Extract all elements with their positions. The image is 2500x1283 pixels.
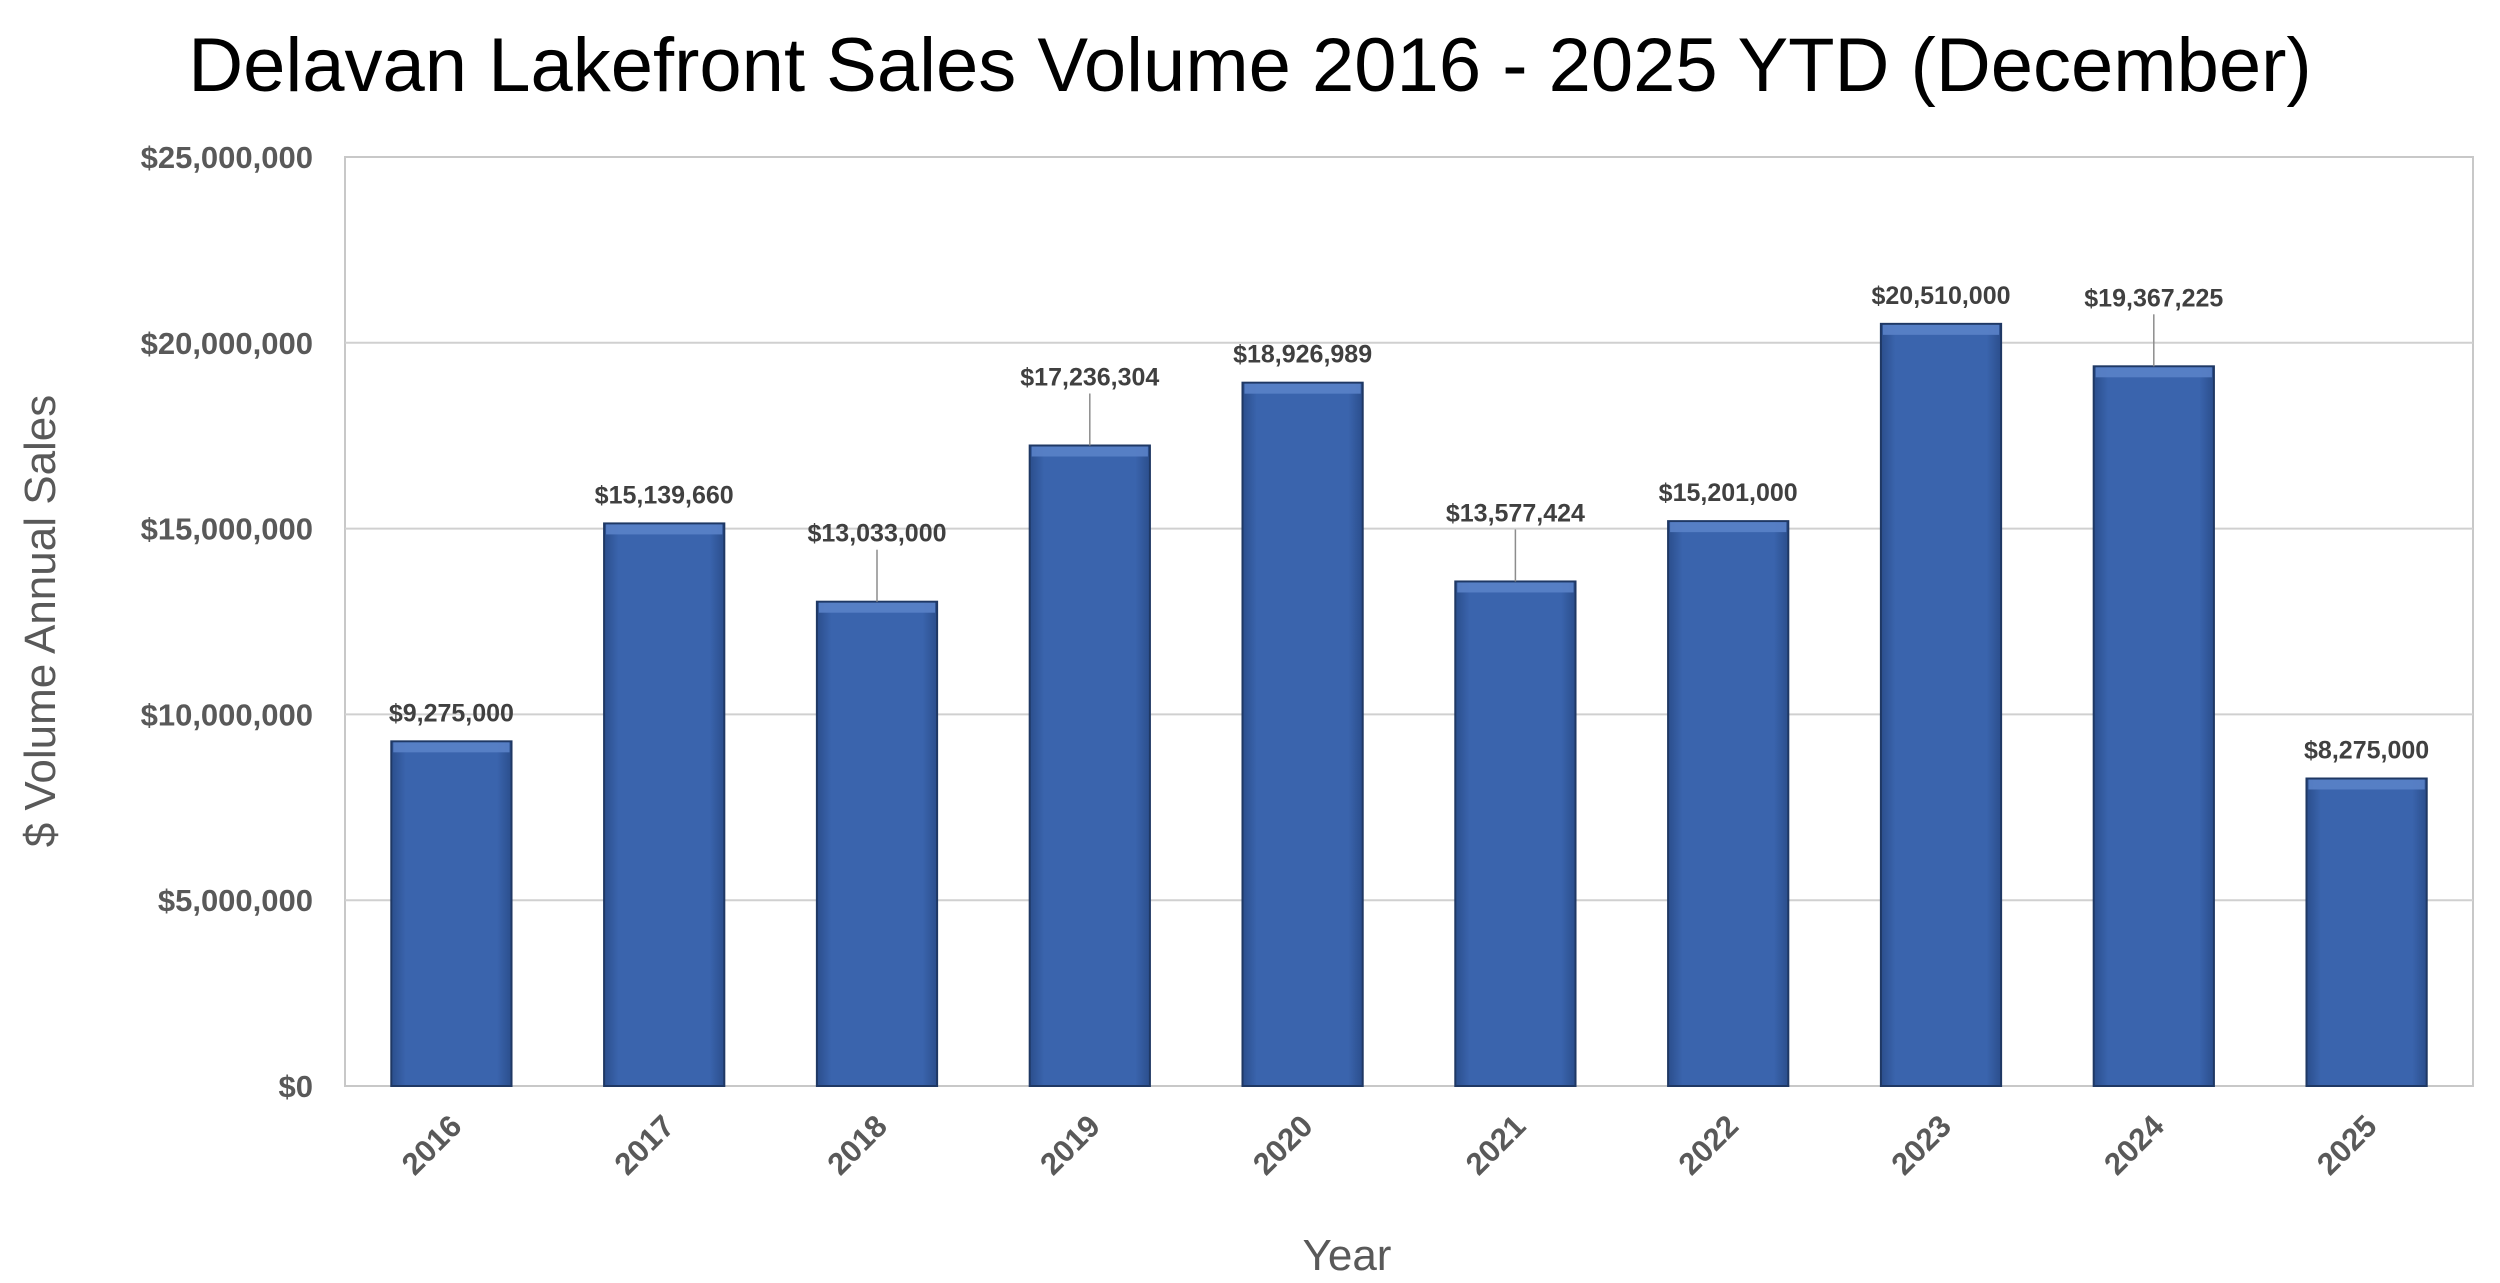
bars: $9,275,000 $15,139,660 $13,033,000 $17,236,… [389, 282, 2429, 1088]
y-axis-title: $ Volume Annual Sales [16, 395, 65, 848]
bar [815, 600, 939, 1087]
data-label: $13,033,000 [807, 520, 946, 548]
bar-highlight [1244, 383, 1361, 394]
chart-title: Delavan Lakefront Sales Volume 2016 - 20… [188, 23, 2312, 108]
x-tick-label: 2019 [1033, 1108, 1107, 1182]
data-label: $13,577,424 [1446, 499, 1585, 527]
data-label: $15,139,660 [595, 481, 734, 509]
bar [1879, 322, 2003, 1087]
bar-highlight [1882, 324, 2000, 335]
bar [1454, 580, 1577, 1088]
y-tick-label: $15,000,000 [141, 512, 313, 547]
x-tick-label: 2020 [1246, 1108, 1320, 1182]
x-tick-label: 2024 [2097, 1108, 2171, 1182]
data-label: $19,367,225 [2084, 284, 2223, 312]
x-axis-title: Year [1303, 1231, 1392, 1280]
bar [1028, 444, 1151, 1087]
x-tick-label: 2023 [1884, 1108, 1958, 1182]
y-tick-label: $0 [279, 1069, 313, 1104]
x-tick-label: 2017 [608, 1108, 682, 1182]
x-tick-label: 2025 [2310, 1108, 2384, 1182]
x-tick-label: 2016 [395, 1108, 469, 1182]
bar-highlight [2095, 367, 2212, 378]
bar [2305, 777, 2428, 1087]
y-tick-label: $20,000,000 [141, 326, 313, 361]
bar [1241, 381, 1364, 1087]
x-tick-label: 2022 [1672, 1108, 1746, 1182]
bar-highlight [1457, 582, 1574, 593]
bar-highlight [393, 742, 510, 753]
bar-highlight [1670, 522, 1787, 533]
y-axis-ticks: $0 $5,000,000 $10,000,000 $15,000,000 $20,00… [141, 140, 313, 1104]
x-tick-label: 2021 [1459, 1108, 1533, 1182]
data-label: $8,275,000 [2304, 737, 2429, 765]
y-tick-label: $10,000,000 [141, 697, 313, 732]
bar-highlight [2308, 779, 2425, 790]
bar [603, 522, 726, 1087]
bar [2092, 365, 2215, 1087]
data-label: $18,926,989 [1233, 341, 1372, 369]
x-axis-ticks: 2016 2017 2018 2019 2020 2021 2022 2023 2024 2025 [395, 1108, 2384, 1182]
data-label: $17,236,304 [1020, 363, 1159, 391]
data-label: $9,275,000 [389, 699, 514, 727]
bar-highlight [1031, 446, 1148, 457]
bar [1667, 520, 1790, 1087]
bar [390, 740, 513, 1087]
x-tick-label: 2018 [820, 1108, 894, 1182]
data-label: $20,510,000 [1871, 282, 2010, 310]
y-tick-label: $5,000,000 [158, 883, 313, 918]
data-label: $15,201,000 [1659, 479, 1798, 507]
y-tick-label: $25,000,000 [141, 140, 313, 175]
bar-highlight [606, 524, 723, 535]
bar-highlight [818, 602, 936, 613]
